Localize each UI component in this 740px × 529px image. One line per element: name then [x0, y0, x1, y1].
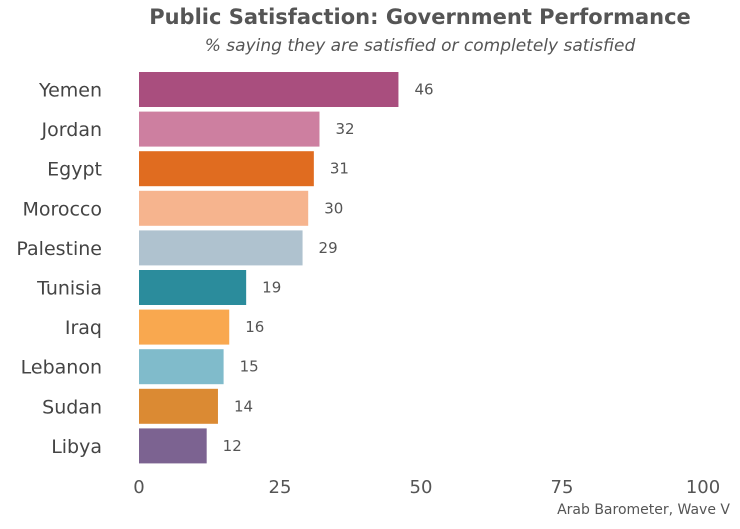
- value-label-morocco: 30: [324, 199, 343, 217]
- category-label-sudan: Sudan: [42, 396, 102, 418]
- bar-egypt: [139, 151, 314, 187]
- bar-yemen: [139, 72, 399, 107]
- value-label-sudan: 14: [234, 397, 253, 415]
- category-label-tunisia: Tunisia: [36, 278, 102, 300]
- chart-title: Public Satisfaction: Government Performa…: [149, 5, 691, 29]
- x-tick-label-25: 25: [269, 477, 292, 498]
- bar-palestine: [139, 230, 303, 266]
- value-label-iraq: 16: [245, 318, 264, 336]
- x-tick-label-50: 50: [410, 477, 433, 498]
- value-label-egypt: 31: [330, 160, 349, 178]
- category-label-jordan: Jordan: [41, 119, 102, 141]
- bar-jordan: [139, 111, 320, 147]
- x-tick-label-75: 75: [551, 477, 574, 498]
- x-tick-label-0: 0: [133, 477, 144, 498]
- source-caption: Arab Barometer, Wave V: [557, 502, 730, 518]
- bar-tunisia: [139, 270, 247, 305]
- category-label-morocco: Morocco: [22, 198, 102, 220]
- category-label-palestine: Palestine: [16, 238, 102, 260]
- bar-libya: [139, 428, 207, 464]
- category-label-iraq: Iraq: [65, 317, 102, 339]
- value-label-libya: 12: [223, 437, 242, 455]
- category-label-lebanon: Lebanon: [21, 357, 102, 379]
- category-label-libya: Libya: [51, 436, 102, 458]
- value-label-palestine: 29: [319, 239, 338, 257]
- chart-subtitle: % saying they are satisfied or completel…: [204, 36, 636, 56]
- value-label-lebanon: 15: [240, 358, 259, 376]
- bar-sudan: [139, 388, 218, 424]
- value-label-yemen: 46: [414, 81, 433, 99]
- x-tick-label-100: 100: [686, 477, 720, 498]
- bar-lebanon: [139, 349, 224, 385]
- category-label-egypt: Egypt: [47, 159, 102, 181]
- value-label-tunisia: 19: [262, 279, 281, 297]
- value-label-jordan: 32: [335, 120, 354, 138]
- category-label-yemen: Yemen: [38, 80, 102, 102]
- bar-iraq: [139, 309, 230, 345]
- bar-morocco: [139, 190, 309, 226]
